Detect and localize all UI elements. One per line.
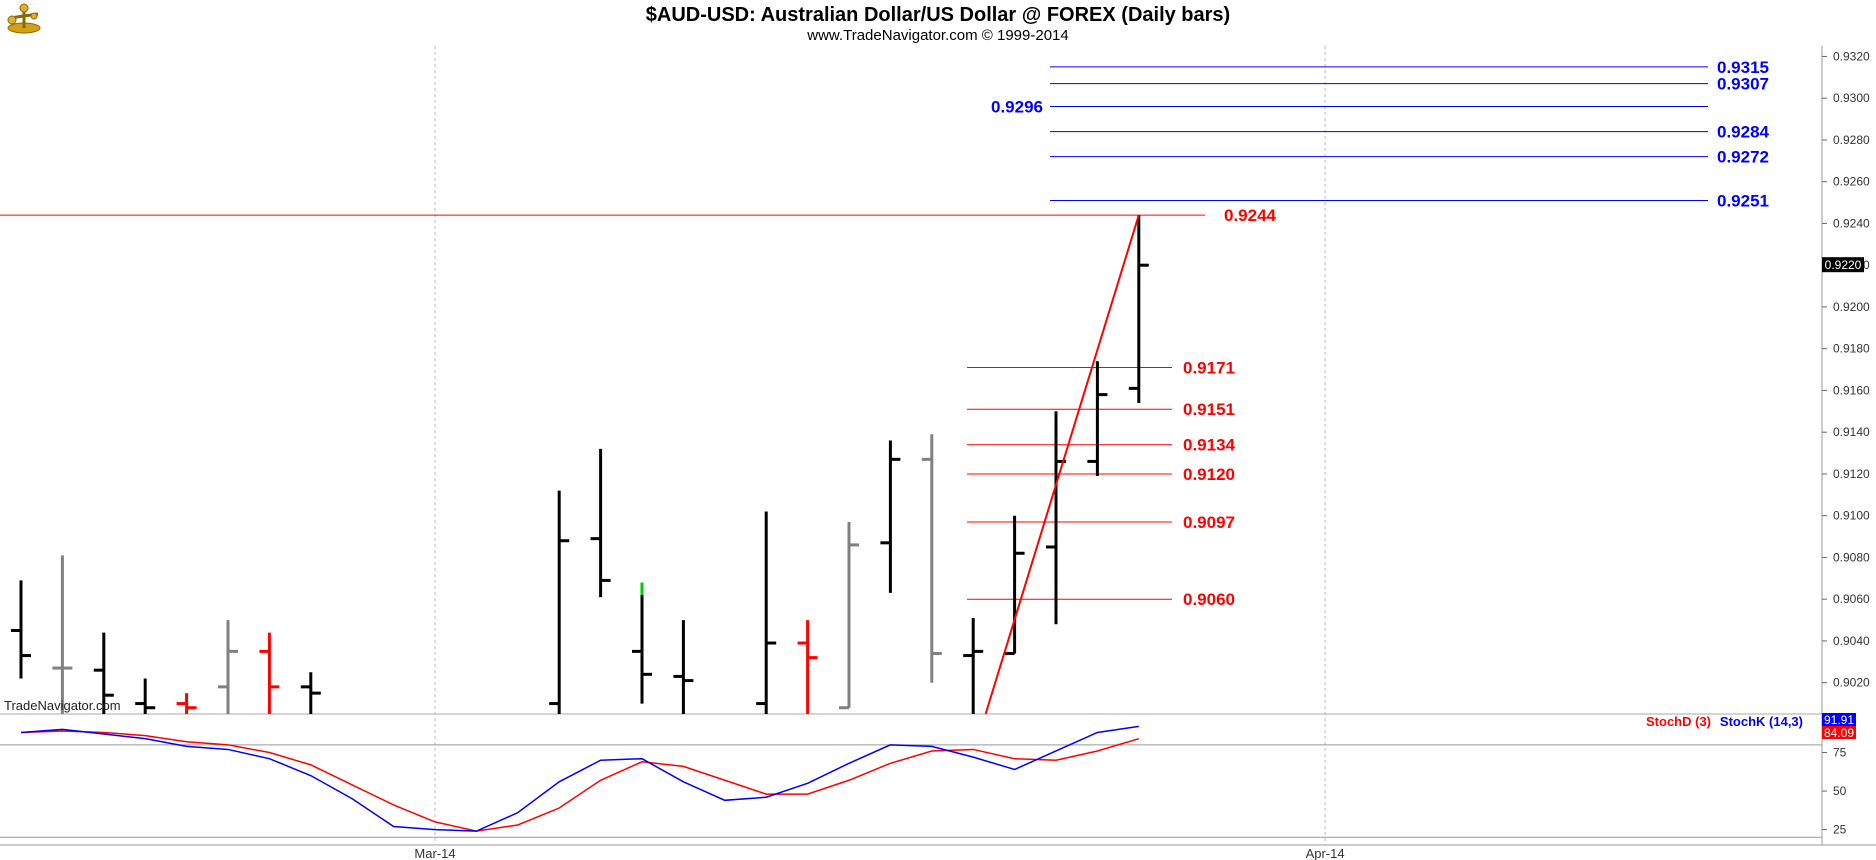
y-tick-label: 0.9300 [1833, 91, 1870, 105]
ohlc-bar [176, 693, 197, 714]
stochk-last-value: 91.91 [1824, 713, 1854, 727]
stoch-y-tick-label: 50 [1833, 784, 1847, 798]
ohlc-bar [93, 632, 114, 714]
ohlc-bar [1004, 515, 1025, 655]
stochd-last-value: 84.09 [1824, 726, 1854, 740]
ohlc-bar [963, 617, 984, 714]
ohlc-bar [1087, 361, 1108, 477]
retracement-label: 0.9151 [1183, 400, 1235, 419]
plot-area [0, 46, 1822, 714]
retracement-label: 0.9134 [1183, 436, 1236, 455]
y-tick-label: 0.9020 [1833, 676, 1870, 690]
stoch-y-tick-label: 75 [1833, 746, 1847, 760]
stochastic-panel: 75 50 25 [0, 725, 1847, 838]
ohlc-bar [921, 434, 942, 683]
ohlc-bar [880, 440, 901, 593]
y-tick-label: 0.9260 [1833, 175, 1870, 189]
stochd-line [20, 730, 1140, 832]
ohlc-bar [797, 620, 818, 714]
stoch-value-tags: 91.91 84.09 [1822, 713, 1856, 740]
extension-label: 0.9315 [1717, 58, 1769, 77]
x-tick-label: Mar-14 [414, 846, 455, 860]
resistance-line-label: 0.9244 [1224, 206, 1277, 225]
y-tick-label: 0.9180 [1833, 342, 1870, 356]
chart-title: $AUD-USD: Australian Dollar/US Dollar @ … [646, 4, 1230, 26]
y-tick-label: 0.9140 [1833, 425, 1870, 439]
tradenavigator-logo-icon [7, 3, 41, 34]
y-tick-label: 0.9320 [1833, 49, 1870, 63]
retracement-label: 0.9097 [1183, 513, 1235, 532]
ohlc-bar [756, 511, 777, 714]
ohlc-bar [11, 580, 31, 679]
y-tick-label: 0.9200 [1833, 300, 1870, 314]
fibonacci-levels: 0.9244 0.9171 0.9151 0.9134 0.9120 0.9097 0.90… [0, 58, 1770, 609]
y-tick-label: 0.9280 [1833, 133, 1870, 147]
y-tick-label: 0.9100 [1833, 509, 1870, 523]
ohlc-bar [590, 448, 611, 598]
ohlc-bar [135, 678, 156, 714]
extension-label: 0.9284 [1717, 123, 1770, 142]
extension-label: 0.9296 [991, 98, 1043, 117]
y-tick-label: 0.9040 [1833, 634, 1870, 648]
ohlc-bar [1046, 411, 1066, 625]
legend-stochk: StochK (14,3) [1720, 714, 1803, 729]
ohlc-bar [673, 620, 694, 714]
watermark: TradeNavigator.com [4, 698, 121, 713]
y-tick-label: 0.9080 [1833, 550, 1870, 564]
extension-label: 0.9307 [1717, 75, 1769, 94]
trend-line-segment [984, 214, 1140, 715]
y-tick-label: 0.9240 [1833, 216, 1870, 230]
y-tick-label: 0.9120 [1833, 467, 1870, 481]
ohlc-bar [549, 490, 570, 714]
x-axis: Mar-14 Apr-14 [414, 846, 1344, 860]
stoch-y-tick-label: 25 [1833, 823, 1847, 837]
retracement-label: 0.9171 [1183, 358, 1235, 377]
ohlc-bar [839, 521, 859, 710]
chart-subtitle: www.TradeNavigator.com © 1999-2014 [806, 27, 1068, 44]
retracement-label: 0.9120 [1183, 465, 1235, 484]
y-tick-label: 0.9060 [1833, 592, 1870, 606]
ohlc-bar [52, 555, 73, 714]
x-tick-label: Apr-14 [1306, 846, 1345, 860]
retracement-label: 0.9060 [1183, 590, 1235, 609]
stochk-line [20, 725, 1139, 832]
last-price-label: 0.9220 [1825, 258, 1862, 272]
legend-stochd: StochD (3) [1646, 714, 1711, 729]
trend-line [984, 214, 1140, 715]
extension-label: 0.9251 [1717, 191, 1769, 210]
ohlc-bars [11, 215, 1149, 714]
ohlc-bar [1128, 215, 1149, 403]
ohlc-bar [218, 620, 238, 714]
price-y-axis: 0.9320 0.9300 0.9280 0.9260 0.9240 0.9220 0.92… [1822, 49, 1870, 690]
ohlc-bar [632, 582, 652, 704]
y-tick-label: 0.9160 [1833, 383, 1870, 397]
ohlc-bar [300, 672, 321, 714]
last-price-tag: 0.9220 [1822, 257, 1864, 273]
ohlc-bar [259, 632, 280, 714]
extension-label: 0.9272 [1717, 148, 1769, 167]
grid-lines [434, 46, 1326, 845]
